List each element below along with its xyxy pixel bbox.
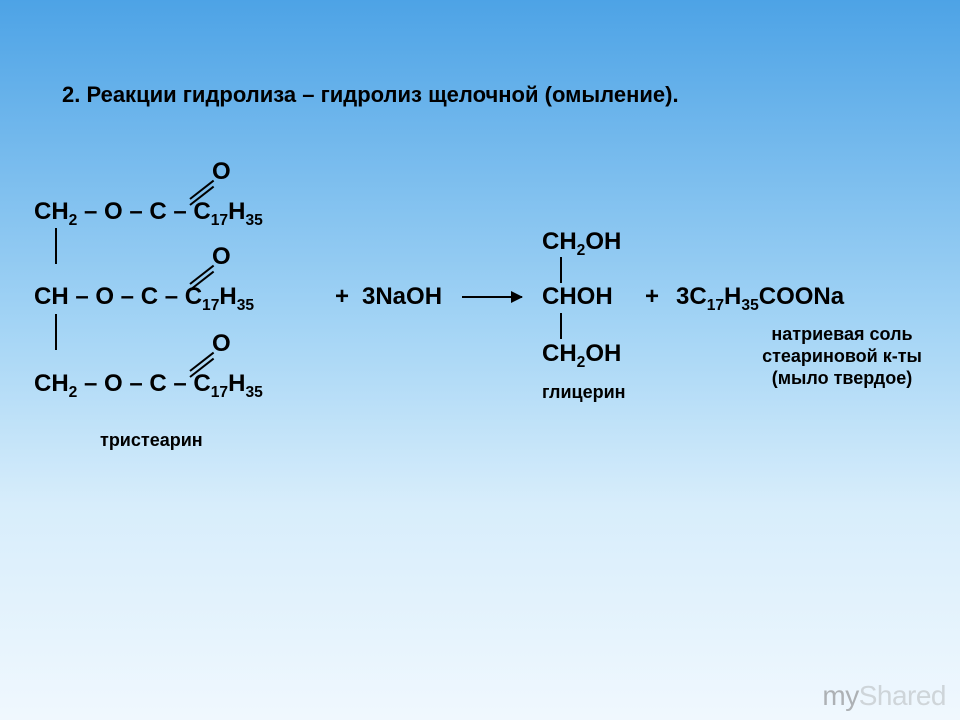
label-salt-2: стеариновой к-ты	[742, 346, 942, 367]
label-salt-1: натриевая соль	[742, 324, 942, 345]
slide-title: 2. Реакции гидролиза – гидролиз щелочной…	[62, 82, 679, 108]
plus-2: +	[645, 285, 659, 309]
glycerol-row-3: CH2OH	[542, 342, 621, 370]
glycerol-row-1: CH2OH	[542, 230, 621, 258]
glycerol-vbond-2	[560, 313, 562, 339]
double-bond-3	[190, 362, 220, 376]
label-glycerin: глицерин	[542, 382, 626, 403]
plus-1: +	[335, 285, 349, 309]
vbond-2	[55, 314, 57, 350]
label-tristearin: тристеарин	[100, 430, 203, 451]
glycerol-vbond-1	[560, 257, 562, 283]
oxygen-2: O	[212, 245, 231, 269]
label-salt-3: (мыло твердое)	[742, 368, 942, 389]
reactant-row-1: CH2 – O – C – C17H35	[34, 200, 263, 228]
watermark-shared: Shared	[859, 680, 946, 711]
watermark-my: my	[822, 680, 858, 711]
reactant-row-2: CH – O – C – C17H35	[34, 285, 254, 313]
product-salt: 3C17H35COONa	[676, 285, 844, 313]
oxygen-3: O	[212, 332, 231, 356]
oxygen-1: O	[212, 160, 231, 184]
reactant-row-3: CH2 – O – C – C17H35	[34, 372, 263, 400]
double-bond-1	[190, 190, 220, 204]
watermark: myShared	[822, 680, 946, 712]
vbond-1	[55, 228, 57, 264]
glycerol-row-2: CHOH	[542, 285, 613, 309]
double-bond-2	[190, 275, 220, 289]
reagent-naoh: 3NaOH	[362, 285, 442, 309]
reaction-arrow	[462, 296, 522, 298]
